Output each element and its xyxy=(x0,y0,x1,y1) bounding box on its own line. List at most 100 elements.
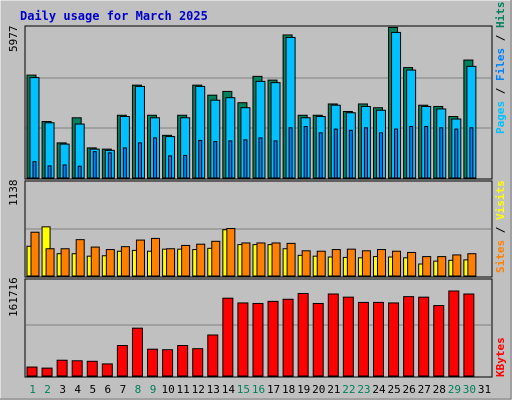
x-axis-labels: 1 2 3 4 5 6 7 8 9 10 11 12 13 14 15 16 17 18 19 20 21 22 23 24 2… xyxy=(29,383,491,396)
sites-bar xyxy=(120,246,130,277)
pages-bar xyxy=(258,137,263,179)
sites-bar xyxy=(437,256,447,277)
x-tick-label: 20 xyxy=(312,383,325,396)
x-tick-label: 9 xyxy=(150,383,157,396)
x-tick-label: 25 xyxy=(387,383,400,396)
sites-bar xyxy=(407,251,417,277)
kbytes-bar xyxy=(56,359,68,377)
kbytes-bar xyxy=(342,296,354,377)
sites-bar xyxy=(256,242,266,277)
x-tick-label: 21 xyxy=(327,383,340,396)
bars-layer xyxy=(26,26,491,377)
kbytes-bar xyxy=(162,349,174,377)
legend-visits-panel: Sites / Visits xyxy=(494,180,507,273)
pages-bar xyxy=(243,139,248,179)
x-tick-label: 12 xyxy=(192,383,205,396)
kbytes-bar xyxy=(403,296,415,377)
pages-bar xyxy=(47,165,52,179)
kbytes-bar xyxy=(192,348,204,377)
pages-bar xyxy=(363,127,368,179)
x-tick-label: 27 xyxy=(418,383,431,396)
x-tick-label: 31 xyxy=(478,383,491,396)
kbytes-bar xyxy=(433,305,445,377)
legend-visits: Visits xyxy=(494,180,507,220)
x-tick-label: 26 xyxy=(403,383,416,396)
kbytes-bar xyxy=(418,296,430,377)
pages-bar xyxy=(198,139,203,179)
x-tick-label: 23 xyxy=(357,383,370,396)
sites-bar xyxy=(151,237,161,277)
x-tick-label: 14 xyxy=(222,383,236,396)
kbytes-bar xyxy=(207,334,219,377)
sites-bar xyxy=(392,250,402,277)
x-tick-label: 1 xyxy=(29,383,36,396)
kbytes-bar xyxy=(131,327,143,377)
kbytes-bar xyxy=(41,367,53,377)
kbytes-bar xyxy=(448,290,460,377)
sites-bar xyxy=(331,249,341,277)
x-tick-label: 5 xyxy=(89,383,96,396)
kbytes-bar xyxy=(282,298,294,377)
legend-kbytes-panel: KBytes xyxy=(494,337,507,377)
kbytes-bar xyxy=(237,302,249,377)
x-tick-label: 7 xyxy=(120,383,127,396)
pages-bar xyxy=(62,164,67,179)
kbytes-bar xyxy=(101,363,113,377)
svg-text:KBytes: KBytes xyxy=(494,337,507,377)
x-tick-label: 29 xyxy=(448,383,461,396)
x-tick-label: 30 xyxy=(463,383,476,396)
sites-bar xyxy=(60,248,70,277)
pages-bar xyxy=(394,128,399,179)
pages-bar xyxy=(303,126,308,179)
pages-bar xyxy=(454,128,459,179)
sites-bar xyxy=(286,242,296,277)
x-tick-label: 15 xyxy=(237,383,250,396)
sites-bar xyxy=(135,239,145,277)
sites-bar xyxy=(271,242,281,277)
x-tick-label: 13 xyxy=(207,383,220,396)
sites-bar xyxy=(376,249,386,277)
kbytes-max-label: 161716 xyxy=(7,277,20,317)
sites-bar xyxy=(346,248,356,277)
pages-bar xyxy=(107,152,112,179)
sites-bar xyxy=(166,248,176,277)
pages-bar xyxy=(153,137,158,179)
pages-bar xyxy=(183,154,188,179)
sites-bar xyxy=(226,228,236,277)
pages-bar xyxy=(213,141,218,179)
sites-bar xyxy=(181,244,191,277)
legend-hits: Hits xyxy=(494,2,507,29)
svg-text:Pages / Files / Hits: Pages / Files / Hits xyxy=(494,2,507,135)
x-tick-label: 10 xyxy=(161,383,174,396)
kbytes-bar xyxy=(71,360,83,377)
x-tick-label: 19 xyxy=(297,383,310,396)
sites-bar xyxy=(30,231,40,277)
pages-bar xyxy=(77,165,82,179)
x-tick-label: 6 xyxy=(105,383,112,396)
kbytes-bar xyxy=(357,301,369,377)
kbytes-bar xyxy=(147,348,159,377)
chart-title: Daily usage for March 2025 xyxy=(20,9,208,23)
x-tick-label: 8 xyxy=(135,383,142,396)
kbytes-bar xyxy=(463,293,475,377)
x-tick-label: 22 xyxy=(342,383,355,396)
kbytes-bar xyxy=(252,302,264,377)
legend-kbytes: KBytes xyxy=(494,337,507,377)
x-tick-label: 24 xyxy=(372,383,386,396)
sites-bar xyxy=(361,250,371,277)
sites-bar xyxy=(90,246,100,277)
x-tick-label: 16 xyxy=(252,383,265,396)
pages-bar xyxy=(32,161,37,179)
pages-bar xyxy=(228,140,233,179)
x-tick-label: 2 xyxy=(44,383,51,396)
sites-bar xyxy=(75,239,85,277)
kbytes-bar xyxy=(388,302,400,377)
kbytes-bar xyxy=(86,360,98,377)
pages-bar xyxy=(288,127,293,179)
x-tick-label: 17 xyxy=(267,383,280,396)
sites-bar xyxy=(452,254,462,277)
sites-bar xyxy=(422,256,432,277)
sites-bar xyxy=(316,250,326,277)
pages-bar xyxy=(137,142,142,179)
